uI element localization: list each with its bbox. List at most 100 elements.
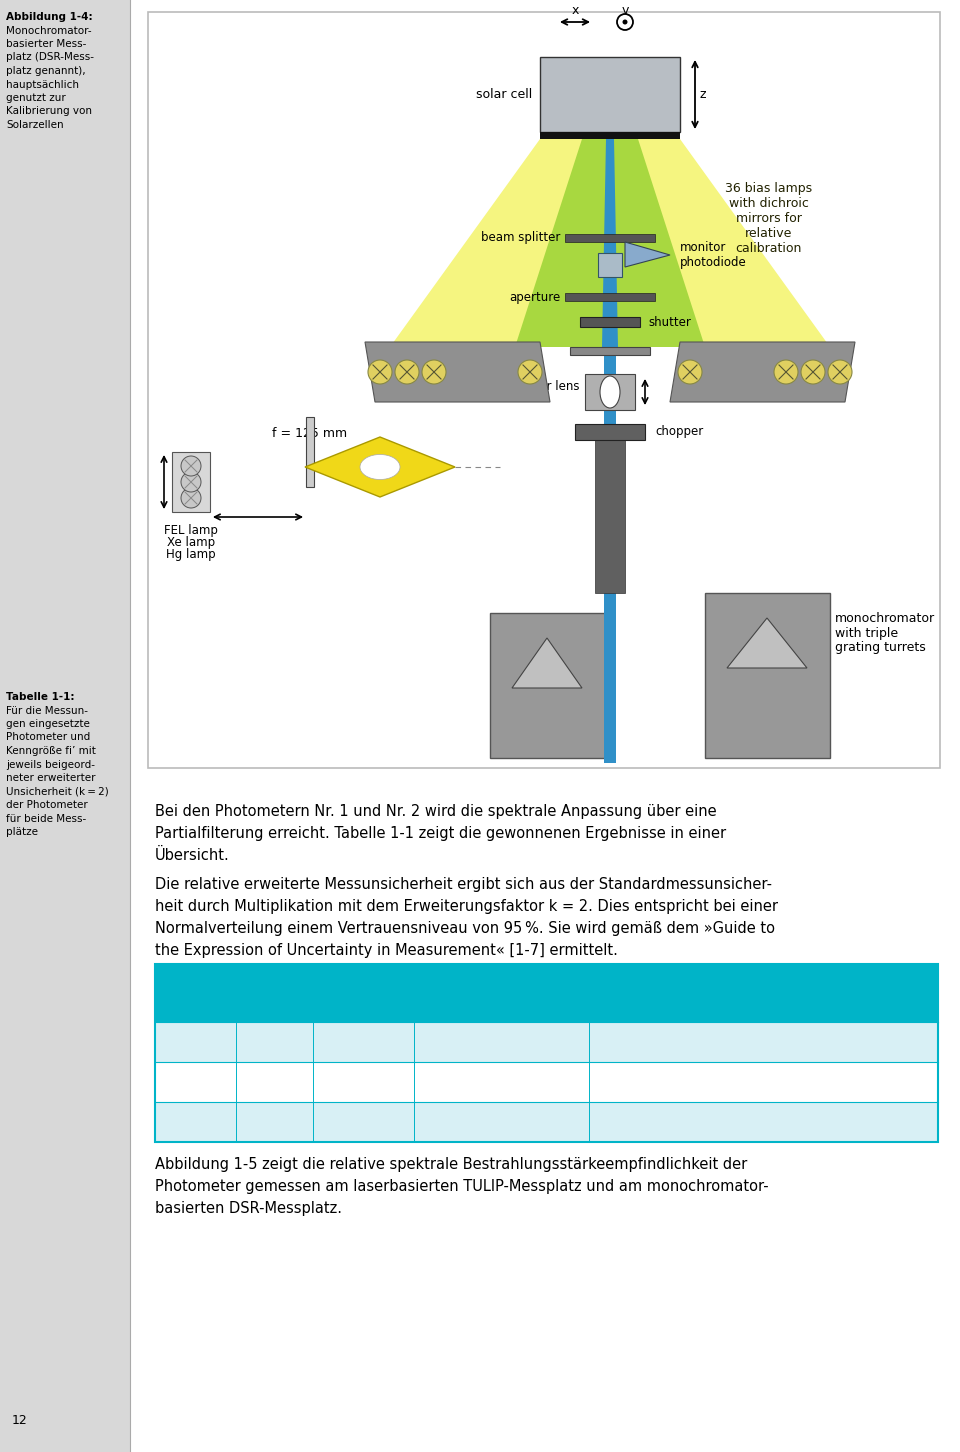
Text: f = 125 mm: f = 125 mm [273,427,348,440]
Text: solar cell: solar cell [476,87,532,100]
Text: platz genannt),: platz genannt), [6,65,85,76]
Text: beam splitter: beam splitter [481,231,560,244]
Polygon shape [390,139,830,347]
Text: monochromator
with triple
grating turrets: monochromator with triple grating turret… [835,611,935,655]
Text: Photometer gemessen am laserbasierten TULIP-Messplatz und am monochromator-: Photometer gemessen am laserbasierten TU… [155,1179,769,1194]
Text: Partialfilterung erreicht. Tabelle 1-1 zeigt die gewonnenen Ergebnisse in einer: Partialfilterung erreicht. Tabelle 1-1 z… [155,826,726,841]
Text: 36 bias lamps
with dichroic
mirrors for
relative
calibration: 36 bias lamps with dichroic mirrors for … [725,182,812,256]
Bar [585,375,635,409]
Text: gen eingesetzte: gen eingesetzte [6,719,90,729]
Text: 11 mm: 11 mm [338,1035,389,1048]
Text: Tabelle 1-1:: Tabelle 1-1: [6,693,75,701]
Text: plätze: plätze [6,828,38,836]
Polygon shape [602,139,618,347]
Circle shape [368,360,392,383]
Text: partial: partial [250,1076,300,1089]
Text: chopper: chopper [655,425,704,439]
Bar [575,424,645,440]
Bar [155,1102,938,1143]
Polygon shape [727,619,807,668]
Text: x: x [571,4,579,17]
Text: neter erweiterter: neter erweiterter [6,772,95,783]
Text: Filter: Filter [255,970,293,983]
Text: 3: 3 [191,1115,201,1128]
Bar [155,1022,938,1061]
Text: Bei den Photometern Nr. 1 und Nr. 2 wird die spektrale Anpassung über eine: Bei den Photometern Nr. 1 und Nr. 2 wird… [155,804,716,819]
Text: platz (DSR-Mess-: platz (DSR-Mess- [6,52,94,62]
Ellipse shape [360,454,400,479]
Circle shape [422,360,446,383]
Circle shape [678,360,702,383]
Polygon shape [365,343,550,402]
Text: Monochromator-: Monochromator- [6,26,91,35]
Bar [565,234,655,242]
Text: (1,89±0,62) %: (1,89±0,62) % [711,1076,816,1089]
Bar [155,964,938,1022]
Text: aperture: aperture [509,290,560,303]
Text: voll: voll [261,1115,288,1128]
Text: 8 mm: 8 mm [343,1115,384,1128]
Bar [540,132,680,139]
Bar [595,440,625,592]
Bar [598,253,622,277]
Polygon shape [670,343,855,402]
Text: jeweils beigeord-: jeweils beigeord- [6,759,95,770]
Text: shutter: shutter [648,315,691,328]
Bar [604,347,616,762]
Text: Kalibrierung von: Kalibrierung von [6,106,92,116]
Text: partial: partial [250,1035,300,1048]
Circle shape [801,360,825,383]
Ellipse shape [600,376,620,408]
Polygon shape [625,242,670,267]
Text: FEL lamp: FEL lamp [164,524,218,537]
Text: z: z [700,87,707,100]
Text: Die relative erweiterte Messunsicherheit ergibt sich aus der Standardmessunsiche: Die relative erweiterte Messunsicherheit… [155,877,772,892]
Text: 1: 1 [191,1035,200,1048]
Circle shape [181,472,201,492]
Text: (1,620±0,052) %: (1,620±0,052) % [440,1076,563,1089]
Text: Übersicht.: Übersicht. [155,848,229,862]
Bar [705,592,830,758]
Bar [580,317,640,327]
Text: Für die Messun-: Für die Messun- [6,706,88,716]
Bar [565,293,655,301]
Text: Durchmesser: Durchmesser [317,970,410,983]
Circle shape [617,15,633,30]
Circle shape [774,360,798,383]
Text: der Photometer: der Photometer [6,800,87,810]
Text: (1,66±0,38) %: (1,66±0,38) % [711,1115,816,1128]
Bar [490,613,605,758]
Bar [172,452,210,513]
Circle shape [828,360,852,383]
Text: basierter Mess-: basierter Mess- [6,39,86,49]
Circle shape [518,360,542,383]
Text: Xe lamp: Xe lamp [167,536,215,549]
Bar [148,12,940,768]
Bar [570,347,650,354]
Text: Solarzellen: Solarzellen [6,121,63,131]
Text: 12: 12 [12,1414,28,1427]
Circle shape [395,360,419,383]
Text: Photometer und: Photometer und [6,732,90,742]
Text: genutzt zur: genutzt zur [6,93,65,103]
Text: Abbildung 1-4:: Abbildung 1-4: [6,12,92,22]
Text: für beide Mess-: für beide Mess- [6,813,86,823]
Text: Unsicherheit (k = 2): Unsicherheit (k = 2) [6,787,108,797]
Bar [306,417,314,486]
Text: (1,685±0,040) %: (1,685±0,040) % [440,1035,563,1048]
Bar [540,57,680,132]
Circle shape [181,488,201,508]
Text: hauptsächlich: hauptsächlich [6,80,79,90]
Text: (1,93±0,62) %: (1,93±0,62) % [711,1035,816,1048]
Text: Nummer: Nummer [166,970,226,983]
Text: the Expression of Uncertainty in Measurement« [1-7] ermittelt.: the Expression of Uncertainty in Measure… [155,942,618,958]
Text: fi’, TULIP: fi’, TULIP [469,970,534,983]
Circle shape [622,19,628,25]
Text: 2: 2 [191,1076,200,1089]
Bar [155,1061,938,1102]
Text: Hg lamp: Hg lamp [166,547,216,560]
Text: 30 mm: 30 mm [338,1076,389,1089]
Circle shape [181,456,201,476]
Text: (1,664±0,049) %: (1,664±0,049) % [440,1115,563,1128]
Text: Abbildung 1-5 zeigt die relative spektrale Bestrahlungsstärkeempfindlichkeit der: Abbildung 1-5 zeigt die relative spektra… [155,1157,747,1172]
